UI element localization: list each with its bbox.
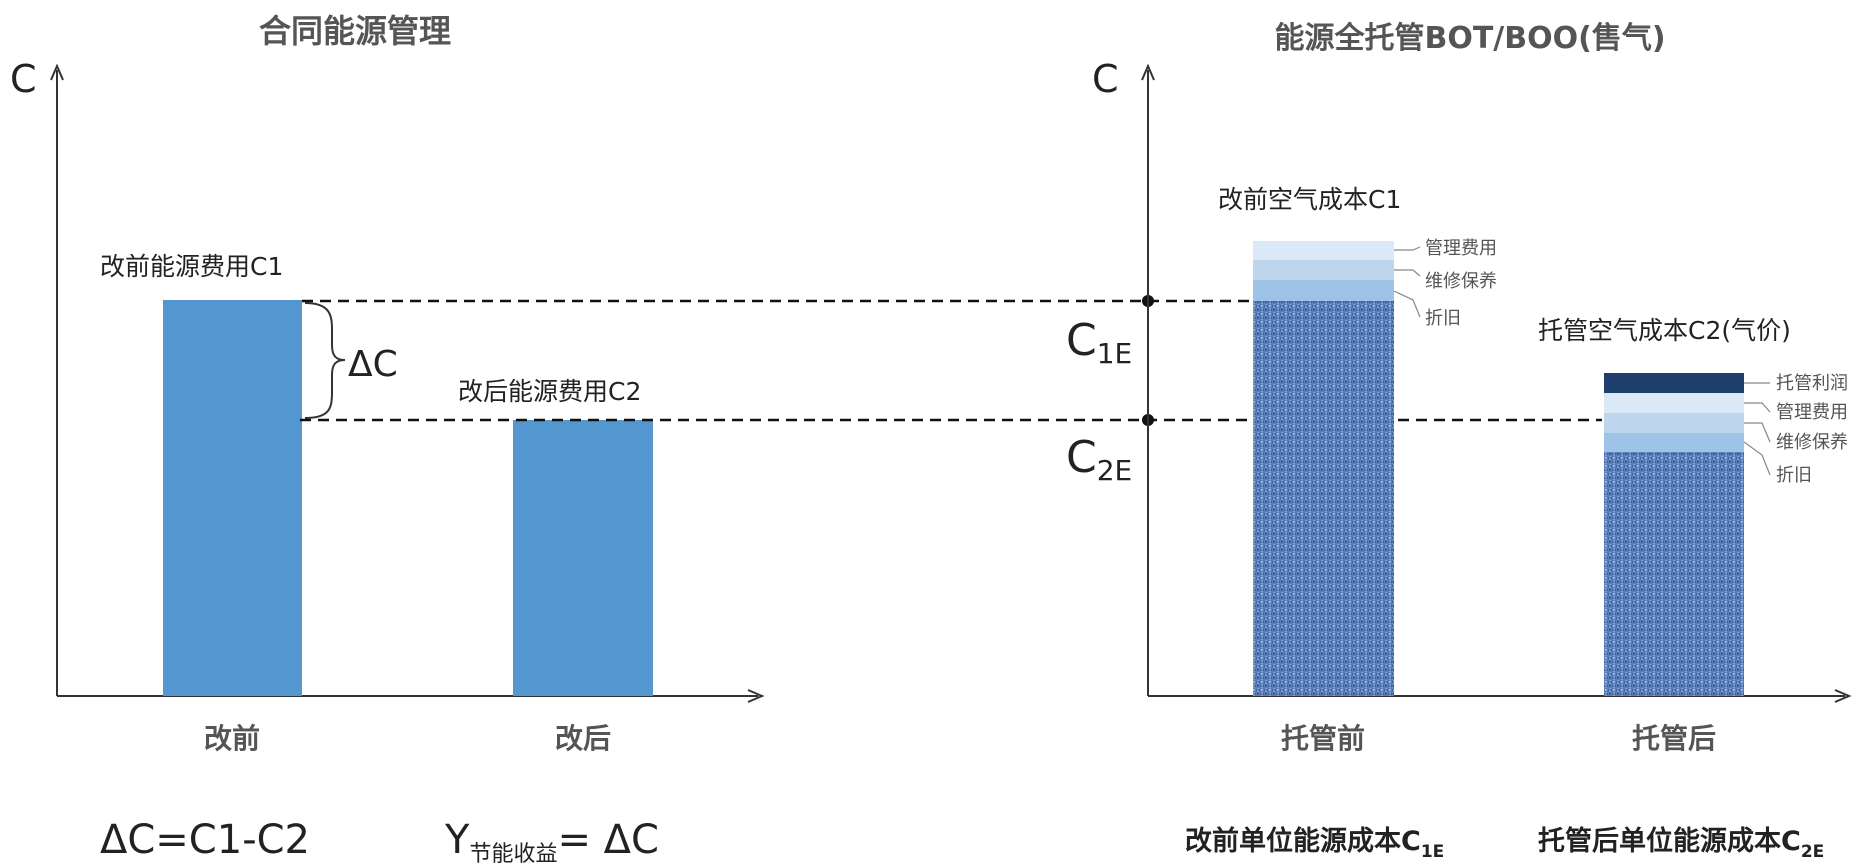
category-after: 改后	[555, 722, 611, 755]
left-axes	[50, 63, 765, 703]
right-panel: 能源全托管BOT/BOO(售气) C C1E C2E 改前空气成本C1 管理费用…	[1066, 21, 1852, 862]
bar-hosting-after	[1604, 373, 1744, 696]
bar2-callout-management: 管理费用	[1776, 402, 1848, 423]
formula-delta: ΔC=C1-C2	[100, 817, 310, 863]
formula-savings-suffix: = ΔC	[557, 817, 659, 863]
bar2-layer-management	[1604, 393, 1744, 413]
bar2-title: 托管空气成本C2(气价)	[1538, 316, 1791, 345]
bar1-layer-maintenance	[1253, 260, 1394, 280]
right-panel-title: 能源全托管BOT/BOO(售气)	[1274, 21, 1665, 56]
bar2-layer-depreciation	[1604, 433, 1744, 452]
bar-after	[513, 420, 653, 696]
bar1-callout-depreciation: 折旧	[1425, 308, 1461, 329]
bar2-callout-profit: 托管利润	[1776, 373, 1848, 394]
level-lines	[300, 295, 1602, 426]
bar-before-label: 改前能源费用C1	[100, 252, 283, 281]
footer-unit-cost-before: 改前单位能源成本C1E	[1185, 825, 1444, 862]
bar-hosting-before	[1253, 241, 1394, 696]
bar2-layer-maintenance	[1604, 413, 1744, 433]
bar2-callouts	[1743, 382, 1771, 476]
bar2-layer-profit	[1604, 373, 1744, 393]
delta-brace	[304, 302, 346, 419]
category-hosting-before: 托管前	[1281, 722, 1365, 755]
footer-unit-cost-after: 托管后单位能源成本C2E	[1538, 825, 1824, 862]
bar1-callout-management: 管理费用	[1425, 238, 1497, 259]
right-y-axis-label: C	[1092, 57, 1119, 101]
bar1-callout-maintenance: 维修保养	[1425, 271, 1497, 292]
category-hosting-after: 托管后	[1632, 722, 1716, 755]
bar2-callout-maintenance: 维修保养	[1776, 432, 1848, 453]
bar1-textured-base	[1253, 301, 1394, 696]
formula-savings-subscript: 节能收益	[469, 842, 557, 867]
bar2-textured-base	[1604, 452, 1744, 696]
bar1-callouts	[1393, 246, 1421, 318]
bar-after-label: 改后能源费用C2	[458, 377, 641, 406]
bar-before	[163, 300, 302, 696]
left-y-axis-label: C	[10, 57, 37, 101]
formula-savings-main: Y	[444, 817, 470, 863]
bar1-title: 改前空气成本C1	[1218, 185, 1401, 214]
category-before: 改前	[204, 722, 260, 755]
c2e-label: C2E	[1066, 432, 1132, 487]
bar1-layer-depreciation	[1253, 280, 1394, 301]
c1e-label: C1E	[1066, 315, 1132, 370]
left-panel: 合同能源管理 C 改前能源费用C1 改后能源费用C2 ΔC 改前 改后 ΔC=C…	[10, 12, 765, 867]
delta-label: ΔC	[348, 344, 398, 385]
bar2-callout-depreciation: 折旧	[1776, 465, 1812, 486]
left-panel-title: 合同能源管理	[259, 12, 451, 50]
bar1-layer-management	[1253, 241, 1394, 260]
formula-savings: Y节能收益= ΔC	[444, 817, 659, 867]
